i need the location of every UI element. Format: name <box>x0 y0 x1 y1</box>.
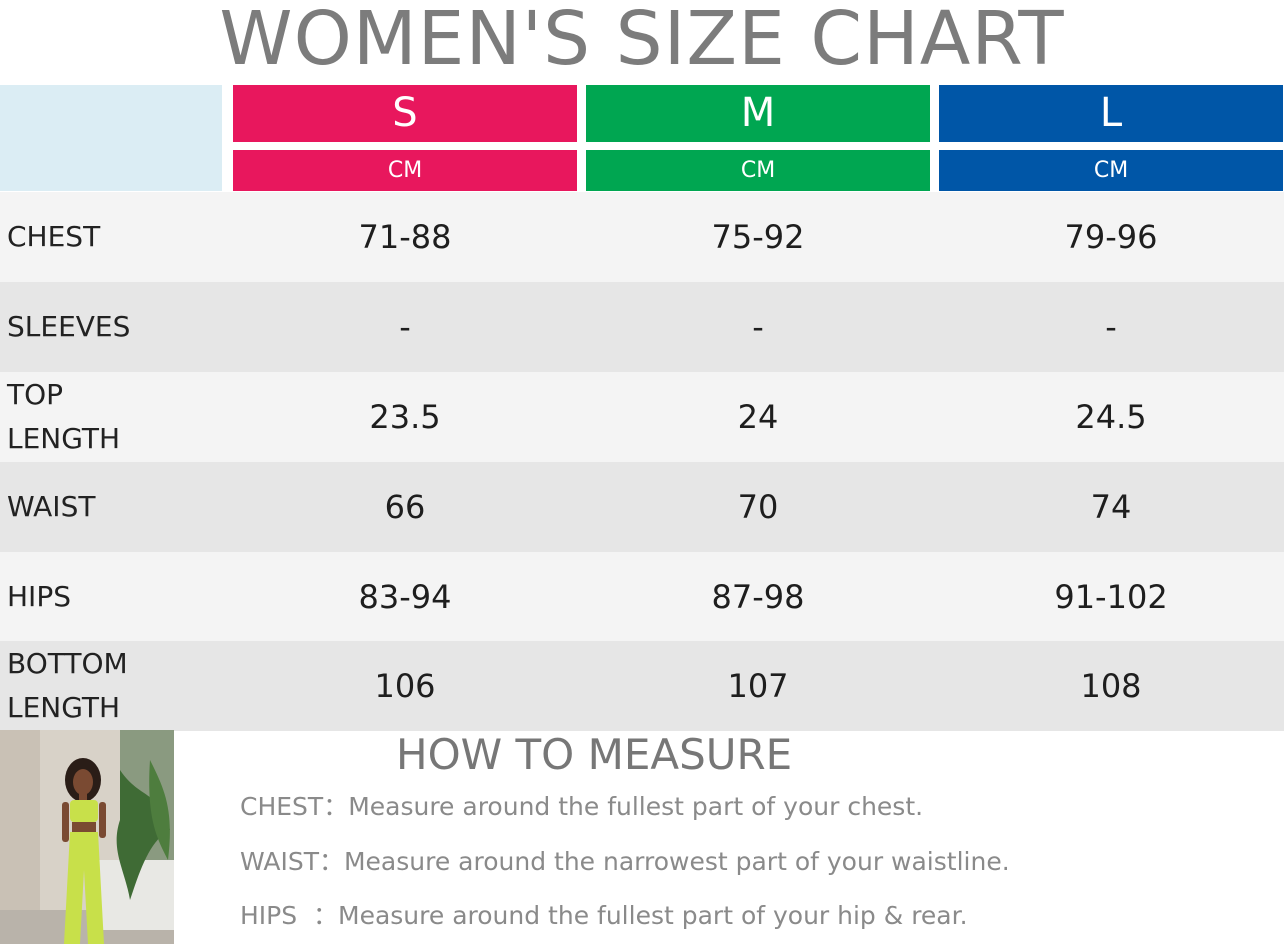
table-cell: 106 <box>374 667 436 705</box>
row-label: CHEST <box>7 220 101 253</box>
how-to-measure-title: HOW TO MEASURE <box>396 730 793 779</box>
table-row-hips: HIPS 83-94 87-98 91-102 <box>0 552 1284 642</box>
row-label: BOTTOM LENGTH <box>7 647 128 724</box>
table-row-bottom-length: BOTTOM LENGTH 106 107 108 <box>0 641 1284 731</box>
table-cell: - <box>399 308 411 346</box>
table-row-waist: WAIST 66 70 74 <box>0 462 1284 552</box>
table-cell: 83-94 <box>358 578 452 616</box>
table-cell: 108 <box>1080 667 1142 705</box>
measure-instruction-chest: CHEST：Measure around the fullest part of… <box>240 792 924 821</box>
table-cell: 24.5 <box>1075 398 1147 436</box>
table-cell: - <box>752 308 764 346</box>
table-cell: - <box>1105 308 1117 346</box>
table-row-sleeves: SLEEVES - - - <box>0 282 1284 372</box>
row-label: WAIST <box>7 490 96 523</box>
table-cell: 79-96 <box>1064 218 1158 256</box>
row-label: SLEEVES <box>7 310 131 343</box>
table-row-top-length: TOP LENGTH 23.5 24 24.5 <box>0 372 1284 462</box>
table-cell: 70 <box>737 488 779 526</box>
table-cell: 107 <box>727 667 789 705</box>
measure-instruction-hips: HIPS ：Measure around the fullest part of… <box>240 901 968 930</box>
row-label: TOP LENGTH <box>7 378 121 455</box>
size-s-header: S <box>233 85 577 142</box>
size-m-unit: CM <box>586 150 930 191</box>
size-l-header: L <box>939 85 1283 142</box>
measure-instruction-waist: WAIST：Measure around the narrowest part … <box>240 847 1010 876</box>
table-cell: 23.5 <box>369 398 441 436</box>
row-label: HIPS <box>7 580 71 613</box>
table-cell: 24 <box>737 398 779 436</box>
table-cell: 87-98 <box>711 578 805 616</box>
table-cell: 91-102 <box>1054 578 1168 616</box>
size-l-unit: CM <box>939 150 1283 191</box>
table-cell: 71-88 <box>358 218 452 256</box>
page-title: WOMEN'S SIZE CHART <box>219 0 1065 82</box>
table-cell: 75-92 <box>711 218 805 256</box>
size-s-unit: CM <box>233 150 577 191</box>
table-cell: 66 <box>384 488 426 526</box>
table-row-chest: CHEST 71-88 75-92 79-96 <box>0 192 1284 282</box>
table-cell: 74 <box>1090 488 1132 526</box>
size-m-header: M <box>586 85 930 142</box>
header-corner-cell <box>0 85 222 191</box>
model-photo-icon <box>0 730 174 944</box>
